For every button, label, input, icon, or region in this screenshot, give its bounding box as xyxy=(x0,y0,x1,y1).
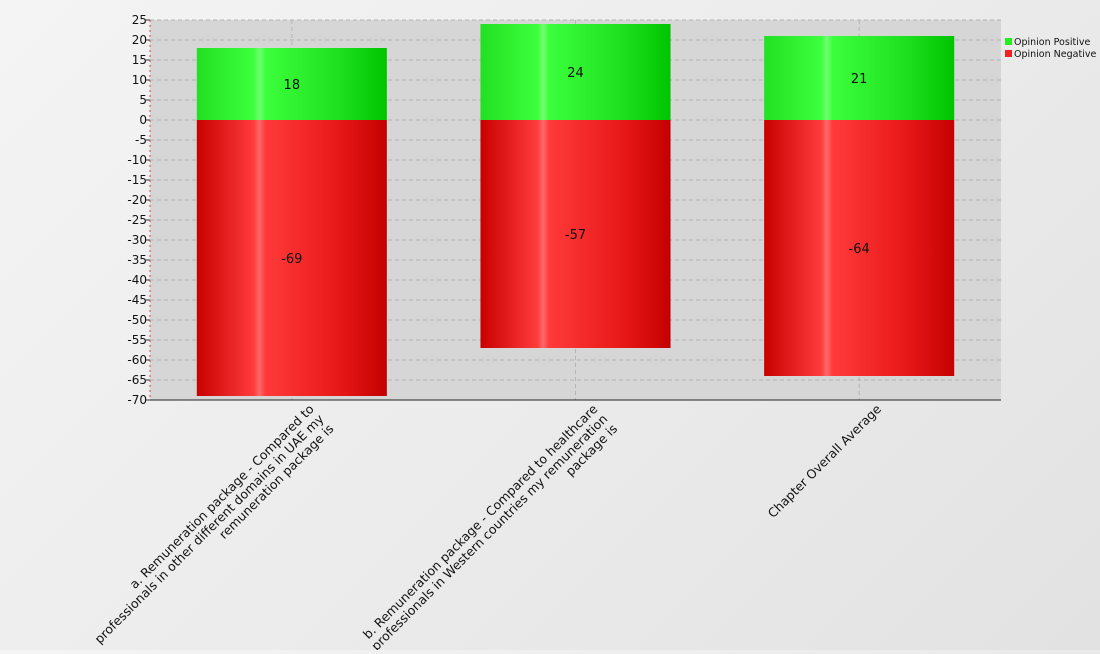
bar-value-label: -64 xyxy=(849,242,870,257)
y-tick-label: -70 xyxy=(127,393,147,407)
y-tick-label: 25 xyxy=(132,13,147,27)
y-tick-label: -30 xyxy=(127,233,147,247)
x-axis-label-line: professionals in Western countries my re… xyxy=(368,411,610,650)
bar-segment xyxy=(480,24,671,120)
x-axis-label: a. Remuneration package - Compared topro… xyxy=(91,401,336,647)
x-axis-label-line: a. Remuneration package - Compared to xyxy=(126,401,316,591)
bar-segment xyxy=(764,120,955,376)
bars: 18 -69 24 -57 21 -64 xyxy=(196,24,955,396)
legend-swatch xyxy=(1005,38,1012,45)
y-tick-label: 10 xyxy=(132,73,147,87)
x-axis-label-line: professionals in other different domains… xyxy=(91,411,327,647)
y-tick-label: -40 xyxy=(127,273,147,287)
y-tick-label: -45 xyxy=(127,293,147,307)
y-tick-label: -25 xyxy=(127,213,147,227)
x-axis-label-line: Chapter Overall Average xyxy=(765,401,885,521)
y-tick-label: -55 xyxy=(127,333,147,347)
bar-segment xyxy=(480,120,671,348)
y-tick-label: -35 xyxy=(127,253,147,267)
y-tick-label: -10 xyxy=(127,153,147,167)
y-axis-ticks: -70-65-60-55-50-45-40-35-30-25-20-15-10-… xyxy=(127,13,150,407)
bar-value-label: 18 xyxy=(284,78,301,93)
axes xyxy=(149,20,1001,401)
y-tick-label: -50 xyxy=(127,313,147,327)
y-tick-label: 15 xyxy=(132,53,147,67)
legend-swatch xyxy=(1005,50,1012,57)
bar-value-label: -69 xyxy=(281,252,302,267)
bar-segment xyxy=(196,120,387,396)
y-tick-label: -15 xyxy=(127,173,147,187)
bar-value-label: 24 xyxy=(567,66,584,81)
x-axis-label-line: b. Remuneration package - Compared to he… xyxy=(360,401,601,642)
bar-value-label: 21 xyxy=(851,72,868,87)
y-tick-label: -60 xyxy=(127,353,147,367)
legend-label: Opinion Positive xyxy=(1014,37,1090,48)
y-tick-label: -65 xyxy=(127,373,147,387)
y-tick-label: -20 xyxy=(127,193,147,207)
legend-label: Opinion Negative xyxy=(1014,49,1096,60)
x-axis-label: Chapter Overall Average xyxy=(765,401,885,521)
bar-segment xyxy=(764,36,955,120)
y-tick-label: -5 xyxy=(135,133,147,147)
x-axis-labels: a. Remuneration package - Compared topro… xyxy=(91,401,885,653)
y-tick-label: 20 xyxy=(132,33,147,47)
y-tick-label: 0 xyxy=(139,113,147,127)
x-axis-label: b. Remuneration package - Compared to he… xyxy=(360,401,620,653)
bar-segment xyxy=(196,48,387,120)
bar-value-label: -57 xyxy=(565,228,586,243)
y-tick-label: 5 xyxy=(139,93,147,107)
